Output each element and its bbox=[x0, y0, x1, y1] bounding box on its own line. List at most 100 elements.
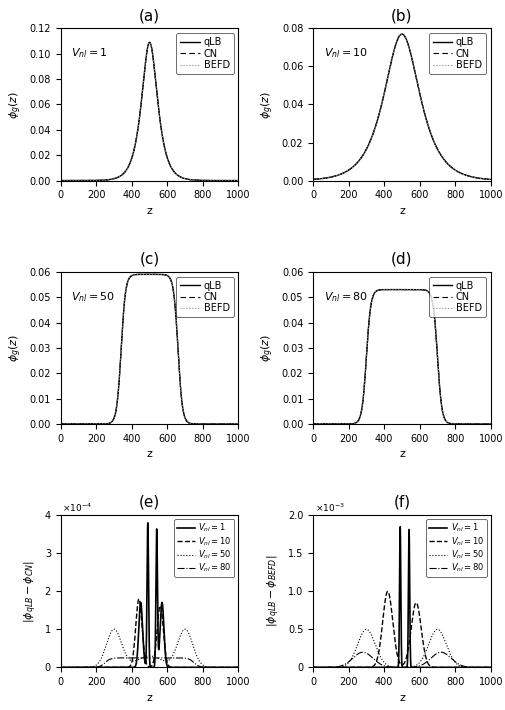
$V_{nl}=80$ bbox=[359, 648, 365, 657]
BEFD bbox=[235, 176, 241, 185]
CN bbox=[310, 175, 316, 184]
Line: $V_{nl}=10$: $V_{nl}=10$ bbox=[313, 591, 490, 667]
CN bbox=[384, 73, 390, 82]
BEFD bbox=[142, 270, 148, 278]
Legend: qLB, CN, BEFD: qLB, CN, BEFD bbox=[428, 33, 485, 74]
X-axis label: z: z bbox=[398, 449, 404, 459]
Line: $V_{nl}=80$: $V_{nl}=80$ bbox=[313, 652, 490, 667]
CN bbox=[394, 285, 400, 294]
BEFD bbox=[310, 420, 316, 428]
qLB bbox=[235, 176, 241, 185]
Line: qLB: qLB bbox=[313, 34, 490, 180]
$V_{nl}=1$ bbox=[144, 518, 150, 527]
$V_{nl}=50$ bbox=[235, 663, 241, 672]
Line: qLB: qLB bbox=[61, 274, 238, 424]
Text: $V_{nl} = 1$: $V_{nl} = 1$ bbox=[71, 47, 108, 60]
X-axis label: z: z bbox=[398, 693, 404, 703]
qLB bbox=[221, 176, 227, 185]
Title: (e): (e) bbox=[139, 495, 160, 510]
$V_{nl}=50$ bbox=[310, 663, 316, 672]
Title: (c): (c) bbox=[139, 251, 160, 266]
$V_{nl}=1$ bbox=[481, 663, 487, 672]
CN bbox=[235, 420, 241, 428]
$V_{nl}=10$ bbox=[487, 663, 493, 672]
BEFD bbox=[142, 61, 148, 70]
$V_{nl}=80$ bbox=[235, 663, 241, 672]
$V_{nl}=50$ bbox=[186, 632, 192, 640]
BEFD bbox=[58, 176, 64, 185]
qLB bbox=[438, 405, 444, 414]
Line: CN: CN bbox=[61, 274, 238, 424]
BEFD bbox=[481, 175, 487, 183]
Text: $V_{nl} = 80$: $V_{nl} = 80$ bbox=[323, 290, 367, 304]
BEFD bbox=[146, 270, 153, 278]
$V_{nl}=1$ bbox=[133, 655, 139, 664]
$V_{nl}=10$ bbox=[310, 663, 316, 672]
$V_{nl}=10$ bbox=[132, 627, 138, 635]
CN bbox=[235, 176, 241, 185]
X-axis label: z: z bbox=[146, 693, 152, 703]
$V_{nl}=10$ bbox=[235, 663, 241, 672]
$V_{nl}=50$ bbox=[142, 652, 148, 661]
BEFD bbox=[473, 173, 479, 182]
Text: $V_{nl} = 10$: $V_{nl} = 10$ bbox=[323, 47, 367, 60]
$V_{nl}=50$ bbox=[394, 663, 400, 672]
$V_{nl}=50$ bbox=[111, 625, 117, 633]
qLB bbox=[481, 420, 487, 428]
$V_{nl}=80$ bbox=[473, 663, 479, 672]
CN bbox=[58, 176, 64, 185]
CN bbox=[142, 270, 148, 278]
$V_{nl}=10$ bbox=[438, 663, 444, 672]
BEFD bbox=[133, 271, 139, 279]
Line: $V_{nl}=10$: $V_{nl}=10$ bbox=[61, 599, 238, 667]
Y-axis label: $\phi_g(z)$: $\phi_g(z)$ bbox=[8, 90, 24, 119]
$V_{nl}=10$ bbox=[186, 663, 192, 672]
Line: qLB: qLB bbox=[61, 43, 238, 180]
qLB bbox=[385, 67, 391, 75]
BEFD bbox=[235, 420, 241, 428]
Legend: $V_{nl}=1$, $V_{nl}=10$, $V_{nl}=50$, $V_{nl}=80$: $V_{nl}=1$, $V_{nl}=10$, $V_{nl}=50$, $V… bbox=[426, 520, 486, 577]
qLB bbox=[221, 420, 227, 428]
Legend: qLB, CN, BEFD: qLB, CN, BEFD bbox=[428, 277, 485, 317]
CN bbox=[473, 420, 479, 428]
CN bbox=[487, 175, 493, 184]
$V_{nl}=50$ bbox=[221, 663, 227, 672]
CN bbox=[58, 420, 64, 428]
Title: (d): (d) bbox=[390, 251, 412, 266]
qLB bbox=[186, 175, 192, 184]
$V_{nl}=80$ bbox=[133, 654, 139, 662]
$V_{nl}=50$ bbox=[58, 663, 64, 672]
CN bbox=[133, 271, 139, 279]
qLB bbox=[385, 285, 391, 294]
$V_{nl}=50$ bbox=[473, 663, 479, 672]
CN bbox=[132, 139, 138, 148]
$V_{nl}=80$ bbox=[487, 663, 493, 672]
$V_{nl}=50$ bbox=[363, 625, 369, 633]
BEFD bbox=[146, 38, 153, 47]
qLB bbox=[142, 61, 148, 70]
qLB bbox=[481, 175, 487, 183]
Line: $V_{nl}=80$: $V_{nl}=80$ bbox=[61, 658, 238, 667]
BEFD bbox=[438, 153, 444, 161]
$V_{nl}=10$ bbox=[384, 587, 390, 596]
$V_{nl}=1$ bbox=[221, 663, 227, 672]
qLB bbox=[132, 139, 138, 148]
BEFD bbox=[384, 73, 390, 82]
BEFD bbox=[384, 285, 390, 294]
$V_{nl}=80$ bbox=[384, 662, 390, 671]
CN bbox=[230, 176, 236, 185]
$V_{nl}=80$ bbox=[221, 663, 227, 672]
Line: CN: CN bbox=[61, 43, 238, 180]
qLB bbox=[473, 420, 479, 428]
CN bbox=[186, 175, 192, 184]
$V_{nl}=50$ bbox=[487, 663, 493, 672]
$V_{nl}=1$ bbox=[384, 663, 390, 672]
BEFD bbox=[132, 271, 138, 279]
qLB bbox=[133, 131, 139, 140]
$V_{nl}=80$ bbox=[438, 648, 444, 657]
X-axis label: z: z bbox=[146, 206, 152, 216]
qLB bbox=[58, 176, 64, 185]
$V_{nl}=10$ bbox=[142, 654, 148, 662]
qLB bbox=[146, 38, 153, 47]
$V_{nl}=1$ bbox=[438, 663, 444, 672]
